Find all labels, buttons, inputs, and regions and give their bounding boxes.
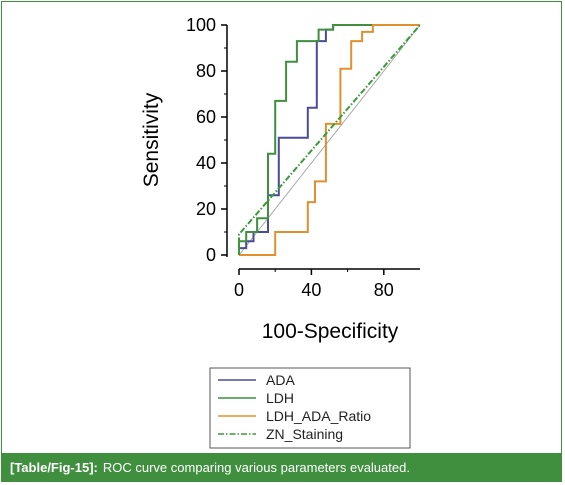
y-tick-label: 100 bbox=[186, 15, 216, 35]
caption-bar: [Table/Fig-15]: ROC curve comparing vari… bbox=[2, 453, 561, 481]
y-tick-label: 20 bbox=[196, 199, 216, 219]
legend-label: ADA bbox=[266, 372, 295, 388]
reference-diagonal-line bbox=[238, 24, 421, 256]
y-tick-label: 80 bbox=[196, 61, 216, 81]
legend-label: LDH_ADA_Ratio bbox=[266, 408, 371, 424]
y-axis-title: Sensitivity bbox=[140, 92, 163, 187]
y-tick-label: 40 bbox=[196, 153, 216, 173]
x-axis-title: 100-Specificity bbox=[262, 320, 399, 343]
series-line-ldh-ada-ratio bbox=[239, 24, 420, 256]
legend-label: ZN_Staining bbox=[266, 426, 343, 442]
legend-label: LDH bbox=[266, 390, 294, 406]
roc-chart: 0 20 40 60 80 100 0 40 80 100-Specificity Sensitiv… bbox=[140, 15, 421, 449]
caption-label: [Table/Fig-15]: bbox=[10, 459, 98, 475]
x-tick-label: 40 bbox=[301, 280, 321, 300]
x-tick-label: 0 bbox=[234, 280, 244, 300]
series-line-zn-staining bbox=[238, 24, 421, 255]
x-tick-label: 80 bbox=[374, 280, 394, 300]
y-tick-label: 0 bbox=[206, 245, 216, 265]
caption-text: ROC curve comparing various parameters e… bbox=[102, 459, 410, 475]
series-line-ldh bbox=[238, 24, 384, 255]
y-tick-label: 60 bbox=[196, 107, 216, 127]
